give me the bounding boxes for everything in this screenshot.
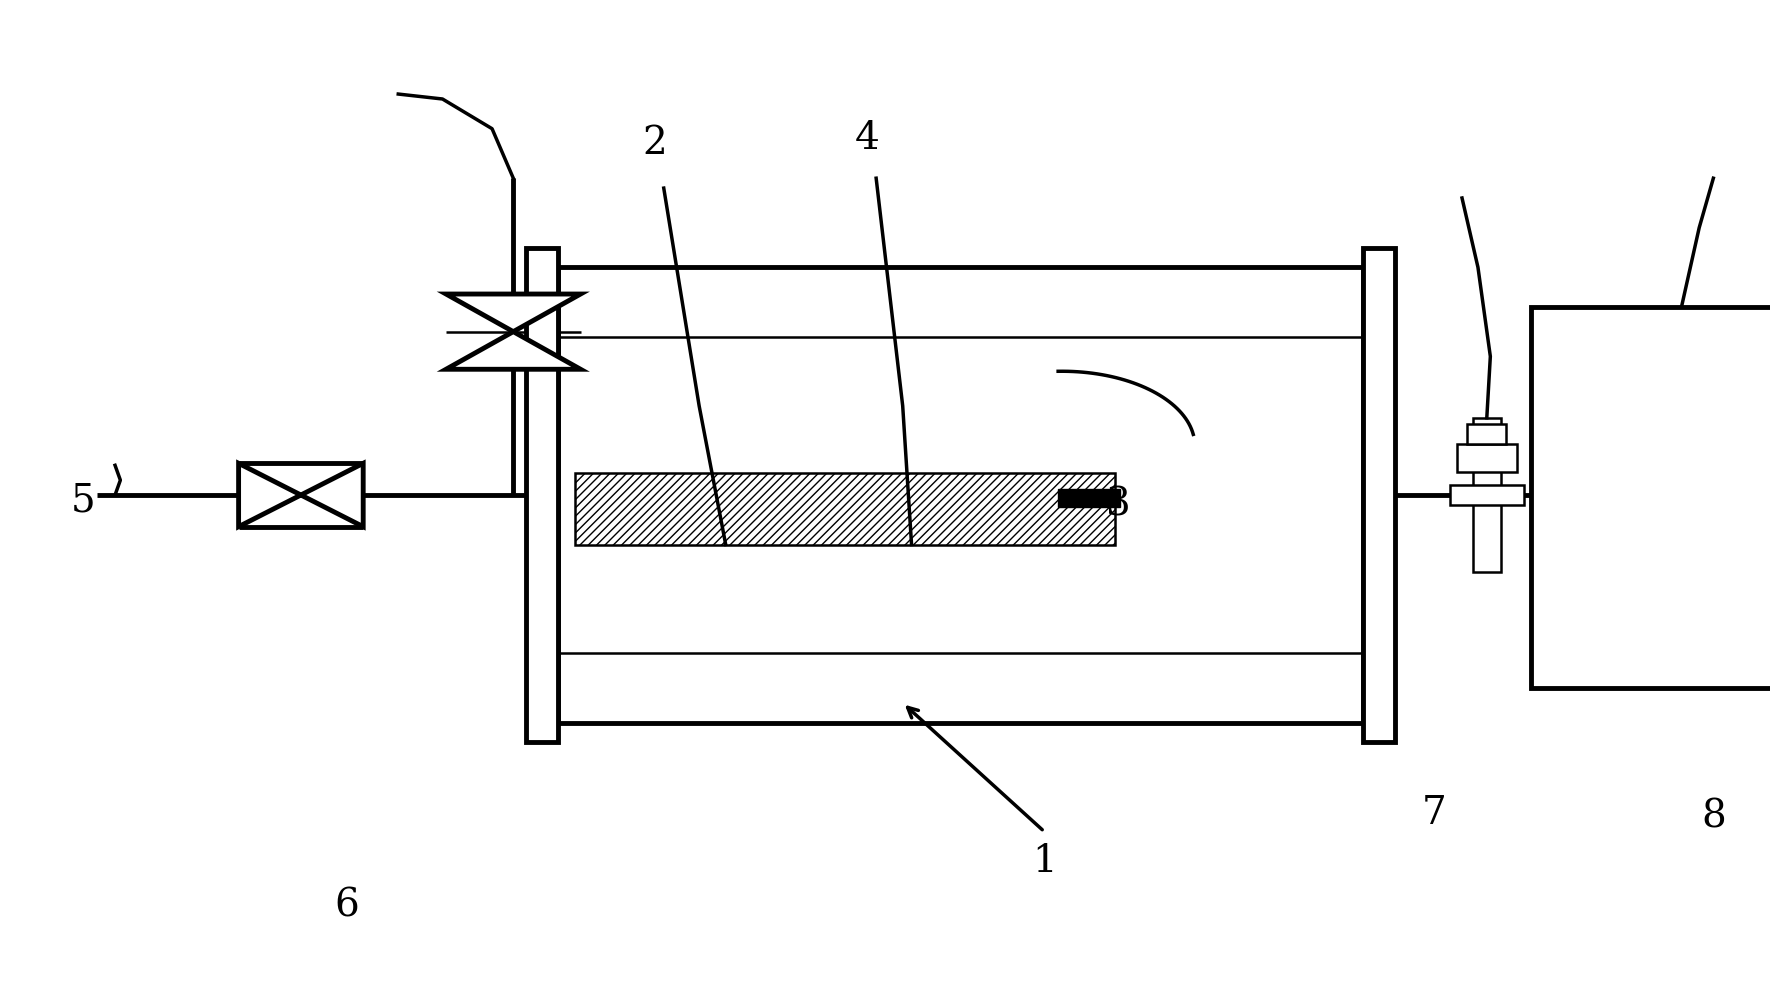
Polygon shape	[446, 332, 581, 369]
Bar	[558, 267, 1363, 723]
Text: 4: 4	[855, 120, 880, 157]
Text: 6: 6	[335, 887, 359, 925]
Text: 1: 1	[1032, 842, 1057, 880]
Bar	[1531, 307, 1770, 688]
Bar	[1473, 418, 1501, 572]
Bar	[1363, 248, 1395, 742]
Text: 5: 5	[71, 482, 96, 520]
Polygon shape	[446, 294, 581, 332]
Bar	[1058, 489, 1120, 507]
Bar	[1450, 485, 1524, 505]
Bar	[526, 248, 558, 742]
Polygon shape	[239, 463, 301, 527]
Bar	[1467, 425, 1506, 445]
Polygon shape	[301, 463, 363, 527]
Text: 3: 3	[1106, 486, 1131, 524]
Text: 8: 8	[1701, 798, 1726, 836]
Bar	[575, 473, 1115, 544]
Bar	[1457, 445, 1517, 472]
Text: 7: 7	[1421, 795, 1446, 833]
Text: 2: 2	[643, 125, 667, 162]
